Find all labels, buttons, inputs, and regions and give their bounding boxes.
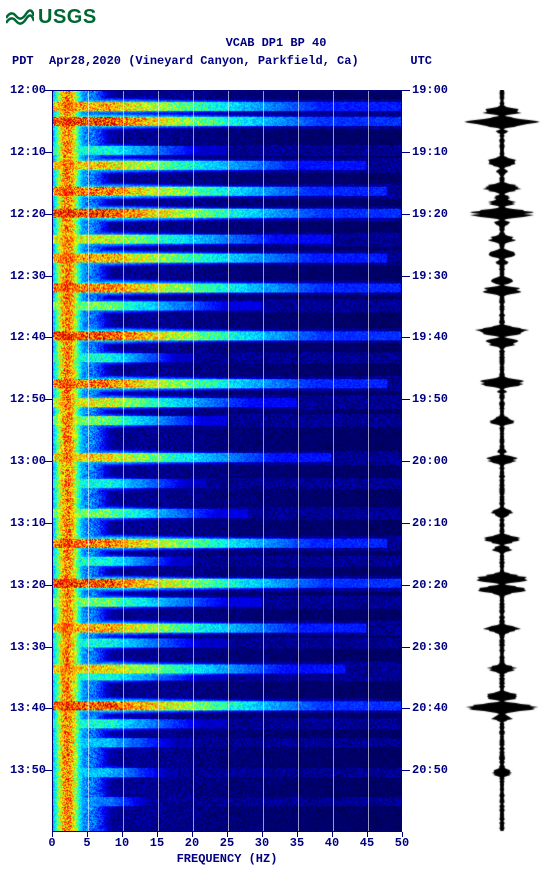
- subtitle: Apr28,2020 (Vineyard Canyon, Parkfield, …: [49, 54, 359, 68]
- xtick: 45: [360, 836, 374, 850]
- xtick: 20: [185, 836, 199, 850]
- ytick-left: 12:40: [10, 330, 46, 344]
- seismogram-canvas: [460, 90, 544, 832]
- ytick-right: 19:10: [412, 145, 448, 159]
- ytick-right: 20:30: [412, 640, 448, 654]
- tz-left-label: PDT: [12, 54, 34, 68]
- ytick-right: 19:30: [412, 269, 448, 283]
- ytick-left: 12:10: [10, 145, 46, 159]
- spectrogram-canvas: [53, 91, 401, 831]
- chart-title: VCAB DP1 BP 40: [226, 36, 327, 50]
- ytick-right: 20:50: [412, 763, 448, 777]
- ytick-right: 19:40: [412, 330, 448, 344]
- ytick-left: 13:00: [10, 454, 46, 468]
- ytick-left: 12:00: [10, 83, 46, 97]
- xtick: 35: [290, 836, 304, 850]
- xtick: 5: [83, 836, 90, 850]
- ytick-right: 19:50: [412, 392, 448, 406]
- x-axis-label: FREQUENCY (HZ): [177, 852, 278, 866]
- xtick: 30: [255, 836, 269, 850]
- ytick-left: 13:30: [10, 640, 46, 654]
- ytick-right: 20:40: [412, 701, 448, 715]
- ytick-right: 20:10: [412, 516, 448, 530]
- ytick-right: 19:00: [412, 83, 448, 97]
- ytick-left: 13:40: [10, 701, 46, 715]
- ytick-left: 13:50: [10, 763, 46, 777]
- ytick-right: 19:20: [412, 207, 448, 221]
- xtick: 0: [48, 836, 55, 850]
- logo-text: USGS: [38, 6, 97, 29]
- xtick: 25: [220, 836, 234, 850]
- seismogram-panel: [460, 90, 544, 832]
- ytick-left: 12:20: [10, 207, 46, 221]
- xtick: 10: [115, 836, 129, 850]
- spectrogram-plot: [52, 90, 402, 832]
- xtick: 15: [150, 836, 164, 850]
- ytick-left: 12:50: [10, 392, 46, 406]
- ytick-left: 13:10: [10, 516, 46, 530]
- ytick-left: 12:30: [10, 269, 46, 283]
- xtick: 40: [325, 836, 339, 850]
- usgs-logo: USGS: [6, 6, 97, 29]
- wave-icon: [6, 9, 34, 27]
- ytick-left: 13:20: [10, 578, 46, 592]
- ytick-right: 20:00: [412, 454, 448, 468]
- tz-right-label: UTC: [410, 54, 432, 68]
- xtick: 50: [395, 836, 409, 850]
- ytick-right: 20:20: [412, 578, 448, 592]
